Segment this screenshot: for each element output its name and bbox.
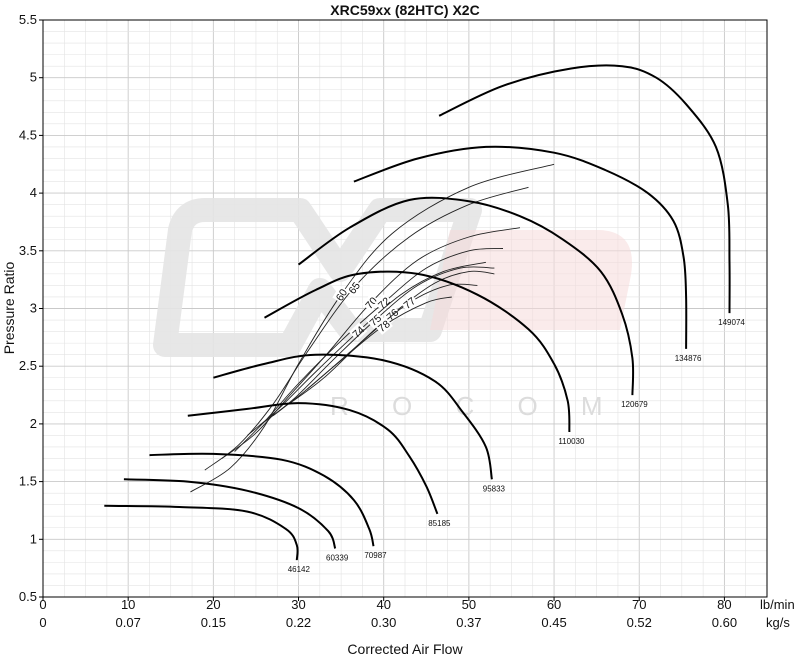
speed-line-label-120679: 120679: [621, 400, 648, 409]
watermark-logo-accent: [430, 230, 632, 330]
x-tick-label-secondary: 0.07: [116, 615, 141, 630]
efficiency-label-bg: [400, 293, 419, 312]
efficiency-label-bg: [365, 310, 385, 330]
speed-line-60339: [123, 478, 337, 549]
speed-line-46142: [104, 504, 299, 561]
efficiency-label-bg: [344, 278, 363, 297]
speed-line-label-85185: 85185: [428, 519, 451, 528]
efficiency-label-bg: [361, 293, 381, 312]
x-tick-label-secondary: 0: [39, 615, 46, 630]
speed-line-70987: [149, 452, 375, 547]
efficiency-line-60: [190, 163, 555, 493]
x-tick-label: 40: [376, 597, 390, 612]
speed-line-label-149074: 149074: [718, 318, 745, 327]
y-tick-label: 3.5: [19, 243, 37, 258]
speed-line-label-60339: 60339: [326, 554, 349, 563]
speed-line-120679: [297, 196, 635, 396]
speed-line-label-46142: 46142: [288, 565, 311, 574]
x-tick-label-secondary: 0.45: [541, 615, 566, 630]
x-tick-label-secondary: 0.60: [712, 615, 737, 630]
watermark-logo-shape: [153, 198, 482, 357]
speed-line-85185: [187, 402, 439, 515]
x-tick-label: 10: [121, 597, 135, 612]
y-tick-label: 4: [30, 185, 37, 200]
y-tick-label: 3: [30, 301, 37, 316]
x-tick-label: 0: [39, 597, 46, 612]
speed-line-label-70987: 70987: [364, 551, 387, 560]
speed-lines: 46142 60339 70987 85185 95833 110030 120679 134…: [104, 64, 745, 574]
speed-line-label-95833: 95833: [483, 484, 506, 493]
watermark-text: R O C O M: [330, 391, 621, 421]
efficiency-label-60: 60: [334, 287, 350, 303]
y-tick-label: 5.5: [19, 12, 37, 27]
efficiency-line-70: [221, 227, 521, 459]
x-tick-label: 60: [547, 597, 561, 612]
speed-line-149074: [438, 64, 731, 314]
efficiency-label-bg: [348, 322, 368, 341]
x-tick-label-secondary: 0.15: [201, 615, 226, 630]
speed-line-label-110030: 110030: [558, 437, 585, 446]
efficiency-line-65: [204, 186, 529, 471]
speed-line-95833: [213, 353, 493, 480]
y-tick-label: 5: [30, 70, 37, 85]
x-tick-label: 20: [206, 597, 220, 612]
axes: 0.5 1 1.5 2 2.5 3 3.5 4 4.5 5 5.5 0 0 10 0.07 20 0.15 30 0…: [19, 12, 737, 630]
x-tick-label: 70: [632, 597, 646, 612]
y-tick-label: 2: [30, 416, 37, 431]
x-tick-label-secondary: 0.37: [456, 615, 481, 630]
x-unit-secondary: kg/s: [766, 615, 790, 630]
y-tick-label: 2.5: [19, 358, 37, 373]
x-axis-title: Corrected Air Flow: [347, 641, 463, 657]
efficiency-label-77: 77: [402, 295, 419, 312]
speed-line-label-134876: 134876: [675, 354, 702, 363]
x-tick-label: 50: [462, 597, 476, 612]
x-unit-primary: lb/min: [760, 597, 795, 612]
efficiency-label-bg: [374, 316, 393, 335]
x-tick-label-secondary: 0.30: [371, 615, 396, 630]
y-axis-title: Pressure Ratio: [1, 261, 17, 354]
x-tick-label-secondary: 0.52: [627, 615, 652, 630]
x-tick-label-secondary: 0.22: [286, 615, 311, 630]
y-tick-label: 0.5: [19, 589, 37, 604]
speed-line-110030: [264, 270, 571, 433]
efficiency-label-bg: [374, 293, 393, 312]
x-tick-label: 30: [291, 597, 305, 612]
y-tick-label: 1.5: [19, 474, 37, 489]
speed-line-134876: [353, 145, 688, 349]
efficiency-line-77: [289, 283, 478, 404]
y-tick-label: 4.5: [19, 127, 37, 142]
chart-title: XRC59xx (82HTC) X2C: [330, 2, 479, 18]
y-tick-label: 1: [30, 531, 37, 546]
x-tick-label: 80: [717, 597, 731, 612]
